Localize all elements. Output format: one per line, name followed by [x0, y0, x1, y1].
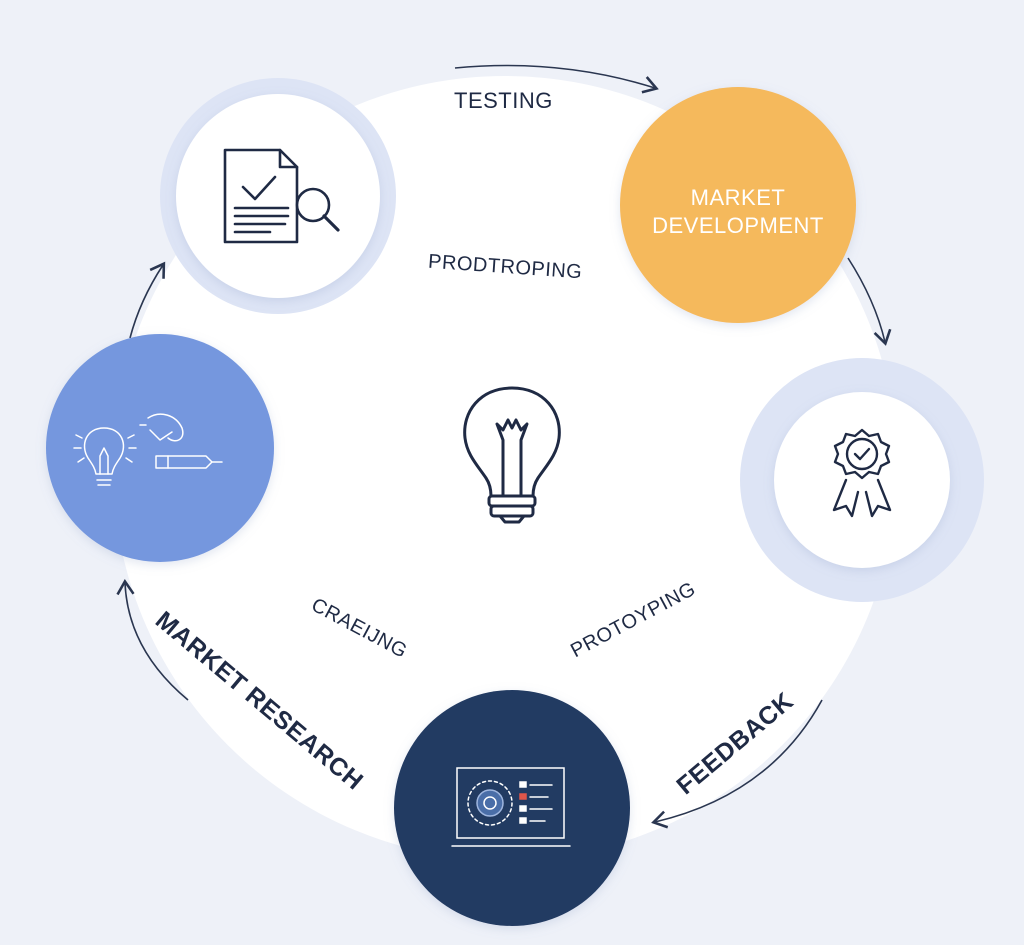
- node-approval: [740, 358, 984, 602]
- arrow-right: [847, 257, 892, 346]
- market-development-label: MARKET DEVELOPMENT: [638, 184, 838, 240]
- lightbulb-sketch-icon: [73, 413, 223, 486]
- arrow-top: [454, 64, 659, 94]
- label-testing: TESTING: [454, 88, 553, 113]
- award-badge-icon: [832, 428, 892, 518]
- arrow-bottom-right: [651, 699, 823, 829]
- market-development-line1: MARKET: [690, 185, 786, 210]
- document-search-icon: [223, 148, 340, 244]
- arrow-left: [129, 261, 166, 339]
- arrow-bottom-left: [116, 578, 189, 701]
- node-analysis: [394, 690, 630, 926]
- lightbulb-icon: [463, 386, 561, 524]
- node-ideation: [46, 334, 274, 562]
- node-market-development: [620, 87, 856, 323]
- node-document-review: [160, 78, 396, 314]
- market-development-line2: DEVELOPMENT: [652, 213, 824, 238]
- dashboard-screen-icon: [451, 767, 571, 847]
